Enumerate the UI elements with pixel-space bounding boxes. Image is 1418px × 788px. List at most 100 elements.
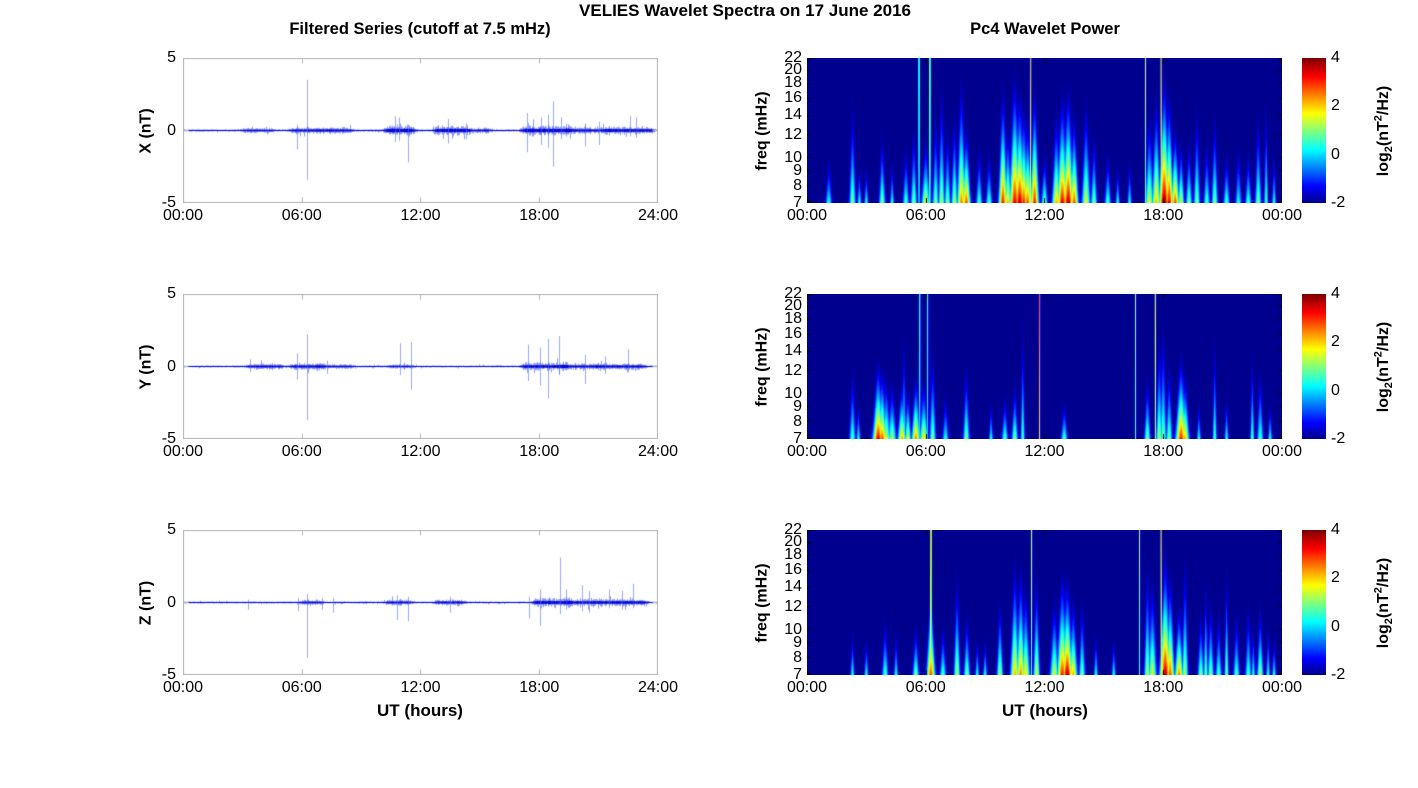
ts-x-xtick-label: 12:00 [400, 207, 441, 224]
spec-x-ytick-label: 7 [793, 194, 802, 211]
ts-x-xtick-label: 24:00 [637, 207, 679, 224]
ts-z-xtick-label: 06:00 [281, 679, 322, 696]
spec-y-colorbar-tick-label: 0 [1331, 381, 1340, 399]
main-title: VELIES Wavelet Spectra on 17 June 2016 [579, 1, 911, 20]
ts-z-xtick-label: 18:00 [519, 679, 560, 696]
spec-x-ytick-label: 16 [784, 89, 802, 107]
spec-z-xtick-label: 00:00 [786, 679, 828, 696]
spec-y-ytick-label: 16 [784, 325, 802, 343]
spec-x-ytick-label: 9 [793, 162, 802, 180]
spec-z-colorbar-canvas [1302, 530, 1326, 675]
spec-z-ytick-label: 9 [793, 634, 802, 652]
ts-z-ytick-label: 0 [167, 593, 176, 611]
left-subplot-title: Filtered Series (cutoff at 7.5 mHz) [289, 20, 551, 38]
spec-x-colorbar-tick-label: -2 [1331, 194, 1346, 211]
spec-y-xtick-label: 00:00 [786, 443, 828, 460]
right-subplot-title: Pc4 Wavelet Power [970, 20, 1120, 38]
spec-y-colorbar-tick-label: 2 [1331, 333, 1340, 351]
ts-z-ytick-label: -5 [161, 666, 176, 683]
spec-x-xtick-label: 18:00 [1143, 207, 1184, 224]
ts-x-ytick-label: 5 [167, 49, 176, 66]
spec-x-ytick-label: 12 [784, 125, 802, 143]
spec-z-canvas [807, 530, 1282, 675]
spec-z-ytick-label: 14 [784, 578, 802, 596]
spec-z-ytick-label: 10 [784, 620, 802, 638]
spec-z-colorbar-tick-label: -2 [1331, 666, 1346, 683]
spec-z-ytick-label: 22 [784, 521, 802, 538]
spec-y-colorbar-canvas [1302, 294, 1326, 439]
ts-z-xtick-label: 12:00 [400, 679, 441, 696]
spec-z-xtick-label: 00:00 [1261, 679, 1303, 696]
spec-y-xtick-label: 00:00 [1261, 443, 1303, 460]
spec-x-xtick-label: 00:00 [786, 207, 828, 224]
spec-y-colorbar-tick-label: 4 [1331, 285, 1340, 302]
ts-y-ytick-label: -5 [161, 430, 176, 447]
ts-x-xtick-label: 00:00 [162, 207, 204, 224]
ts-x-ytick-label: -5 [161, 194, 176, 211]
spec-x-ylabel: freq (mHz) [753, 90, 770, 171]
ts-x-xtick-label: 18:00 [519, 207, 560, 224]
spec-y-xtick-label: 18:00 [1143, 443, 1184, 460]
ts-x-ytick-label: 0 [167, 121, 176, 139]
spec-y-colorbar-label: log2(nT2/Hz) [1372, 321, 1396, 412]
ts-z-ylabel: Z (nT) [137, 580, 154, 625]
spec-y-canvas [807, 294, 1282, 439]
spec-z-colorbar-tick-label: 0 [1331, 617, 1340, 635]
ts-y-xtick-label: 00:00 [162, 443, 204, 460]
spec-z-ytick-label: 18 [784, 546, 802, 564]
ts-y-xtick-label: 06:00 [281, 443, 322, 460]
spec-x-ytick-label: 14 [784, 106, 802, 124]
ts-y-canvas [183, 294, 658, 439]
spec-x-canvas [807, 58, 1282, 203]
spec-y-ytick-label: 18 [784, 310, 802, 328]
ts-y-xtick-label: 12:00 [400, 443, 441, 460]
spec-x-colorbar-tick-label: 2 [1331, 97, 1340, 115]
spec-y-ytick-label: 9 [793, 398, 802, 416]
spec-x-xtick-label: 06:00 [905, 207, 946, 224]
spec-y-ytick-label: 14 [784, 342, 802, 360]
ts-y-xtick-label: 24:00 [637, 443, 679, 460]
spec-x-colorbar-label: log2(nT2/Hz) [1372, 85, 1396, 176]
ts-y-ytick-label: 5 [167, 285, 176, 302]
spec-y-ylabel: freq (mHz) [753, 326, 770, 407]
spec-x-ytick-label: 10 [784, 148, 802, 166]
ts-z-xtick-label: 00:00 [162, 679, 204, 696]
right-xaxis-label: UT (hours) [1002, 701, 1088, 720]
ts-y-ylabel: Y (nT) [137, 343, 154, 390]
ts-x-xtick-label: 06:00 [281, 207, 322, 224]
spec-y-ytick-label: 8 [793, 413, 802, 431]
spec-x-xtick-label: 00:00 [1261, 207, 1303, 224]
spec-z-ytick-label: 7 [793, 666, 802, 683]
ts-x-canvas [183, 58, 658, 203]
spec-z-xtick-label: 12:00 [1024, 679, 1065, 696]
spec-z-colorbar-label: log2(nT2/Hz) [1372, 557, 1396, 648]
ts-z-ytick-label: 5 [167, 521, 176, 538]
spec-y-xtick-label: 12:00 [1024, 443, 1065, 460]
spec-y-ytick-label: 12 [784, 361, 802, 379]
spec-z-ylabel: freq (mHz) [753, 562, 770, 643]
spec-z-ytick-label: 16 [784, 561, 802, 579]
spec-z-xtick-label: 06:00 [905, 679, 946, 696]
spec-z-ytick-label: 12 [784, 597, 802, 615]
spec-x-ytick-label: 18 [784, 74, 802, 92]
spec-z-xtick-label: 18:00 [1143, 679, 1184, 696]
spec-x-colorbar-tick-label: 0 [1331, 145, 1340, 163]
spec-x-ytick-label: 22 [784, 49, 802, 66]
spec-y-colorbar-tick-label: -2 [1331, 430, 1346, 447]
left-xaxis-label: UT (hours) [377, 701, 463, 720]
spec-z-colorbar-tick-label: 4 [1331, 521, 1340, 538]
spec-z-ytick-label: 8 [793, 649, 802, 667]
ts-z-xtick-label: 24:00 [637, 679, 679, 696]
spec-z-colorbar-tick-label: 2 [1331, 569, 1340, 587]
spec-x-colorbar-canvas [1302, 58, 1326, 203]
spec-x-ytick-label: 20 [784, 61, 802, 79]
spec-y-ytick-label: 7 [793, 430, 802, 447]
ts-y-ytick-label: 0 [167, 357, 176, 375]
ts-y-xtick-label: 18:00 [519, 443, 560, 460]
spec-y-ytick-label: 10 [784, 384, 802, 402]
spec-z-ytick-label: 20 [784, 533, 802, 551]
spec-y-xtick-label: 06:00 [905, 443, 946, 460]
ts-z-canvas [183, 530, 658, 675]
spec-x-colorbar-tick-label: 4 [1331, 49, 1340, 66]
